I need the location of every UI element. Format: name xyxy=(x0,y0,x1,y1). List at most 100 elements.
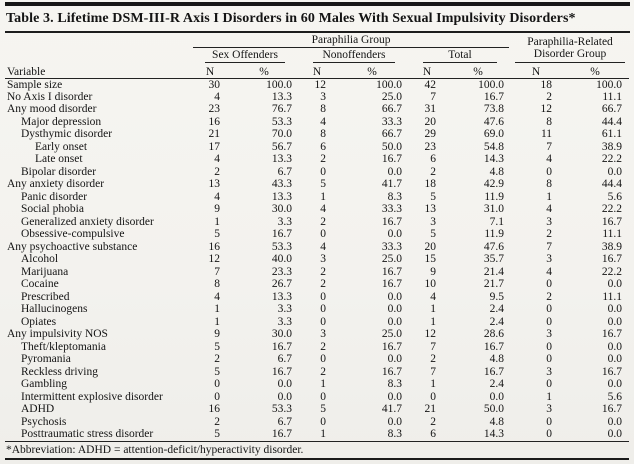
n-cell: 17 xyxy=(208,140,221,153)
n-cell: 16 xyxy=(208,403,221,416)
pct-cell: 2.4 xyxy=(489,315,505,328)
pct-cell: 0.0 xyxy=(387,303,402,316)
table-row: Any impulsivity NOS 9 30.0 3 25.0 12 28.6 3 16.7 xyxy=(5,328,629,341)
row-label: Dysthymic disorder xyxy=(21,128,113,141)
n-cell: 3 xyxy=(546,253,553,266)
n-cell: 0 xyxy=(320,315,326,328)
pct-cell: 16.7 xyxy=(483,340,505,353)
pct-cell: 16.7 xyxy=(601,253,623,266)
n-cell: 2 xyxy=(546,228,553,241)
table-row: Panic disorder 4 13.3 1 8.3 5 11.9 1 5.6 xyxy=(5,191,629,204)
n-column-header: N xyxy=(511,63,562,79)
pct-cell: 11.1 xyxy=(602,228,623,241)
pct-column-header: % xyxy=(335,63,409,79)
n-cell: 7 xyxy=(214,265,220,278)
row-label: ADHD xyxy=(21,403,55,416)
pct-cell: 100.0 xyxy=(376,78,402,91)
pct-cell: 35.7 xyxy=(483,253,505,266)
table-row: Any psychoactive substance 16 53.3 4 33.3 20 4… xyxy=(5,241,629,254)
pct-cell: 33.3 xyxy=(381,115,402,128)
pct-cell: 76.7 xyxy=(271,103,292,116)
footnote-bar: *Abbreviation: ADHD = attention-deficit/… xyxy=(5,440,629,460)
n-cell: 2 xyxy=(320,215,326,228)
row-label: Opiates xyxy=(21,315,57,328)
pct-cell: 44.4 xyxy=(601,115,623,128)
n-cell: 0 xyxy=(430,390,436,403)
pct-cell: 16.7 xyxy=(271,365,292,378)
n-cell: 3 xyxy=(546,365,553,378)
n-cell: 1 xyxy=(430,303,436,316)
pct-column-header: % xyxy=(561,63,630,79)
pct-cell: 16.7 xyxy=(271,428,292,441)
n-cell: 0 xyxy=(546,428,553,441)
row-label: Major depression xyxy=(21,115,102,128)
pct-cell: 3.3 xyxy=(277,315,292,328)
n-cell: 1 xyxy=(320,378,326,391)
pct-cell: 33.3 xyxy=(381,240,402,253)
pct-cell: 6.7 xyxy=(277,415,292,428)
table-row: No Axis I disorder 4 13.3 3 25.0 7 16.7 2 11.1 xyxy=(5,91,629,104)
pct-cell: 4.8 xyxy=(489,353,505,366)
n-cell: 9 xyxy=(214,203,220,216)
n-cell: 18 xyxy=(540,78,553,91)
pct-cell: 9.5 xyxy=(489,290,505,303)
row-label: Marijuana xyxy=(21,265,69,278)
pct-cell: 13.3 xyxy=(271,190,292,203)
pct-cell: 0.0 xyxy=(607,303,623,316)
pct-cell: 22.2 xyxy=(601,203,623,216)
n-cell: 2 xyxy=(214,165,220,178)
pct-cell: 50.0 xyxy=(483,403,505,416)
n-cell: 2 xyxy=(430,165,436,178)
pct-cell: 66.7 xyxy=(381,128,402,141)
pct-cell: 0.0 xyxy=(387,228,402,241)
n-cell: 6 xyxy=(320,140,326,153)
row-label: Late onset xyxy=(35,153,83,166)
pct-cell: 0.0 xyxy=(607,165,623,178)
pct-cell: 5.6 xyxy=(607,190,623,203)
n-cell: 0 xyxy=(320,290,326,303)
pct-cell: 2.4 xyxy=(489,303,505,316)
n-cell: 23 xyxy=(208,103,221,116)
row-label: Hallucinogens xyxy=(21,303,88,316)
table-row: Marijuana 7 23.3 2 16.7 9 21.4 4 22.2 xyxy=(5,266,629,279)
top-border-rule xyxy=(5,2,630,6)
pct-cell: 100.0 xyxy=(596,78,623,91)
n-cell: 2 xyxy=(430,353,436,366)
pct-cell: 56.7 xyxy=(271,140,292,153)
pct-cell: 28.6 xyxy=(483,328,505,341)
pct-cell: 0.0 xyxy=(387,415,402,428)
table-row: Alcohol 12 40.0 3 25.0 15 35.7 3 16.7 xyxy=(5,253,629,266)
n-cell: 6 xyxy=(430,428,436,441)
header-spacer xyxy=(5,33,191,48)
pct-cell: 16.7 xyxy=(271,228,292,241)
pct-cell: 16.7 xyxy=(381,340,402,353)
n-cell: 13 xyxy=(424,203,437,216)
row-label: Generalized anxiety disorder xyxy=(21,215,154,228)
n-cell: 16 xyxy=(208,240,221,253)
n-cell: 21 xyxy=(424,403,437,416)
n-cell: 1 xyxy=(546,190,553,203)
row-label: Prescribed xyxy=(21,290,70,303)
n-cell: 5 xyxy=(214,365,220,378)
pct-cell: 3.3 xyxy=(277,303,292,316)
n-cell: 7 xyxy=(430,365,436,378)
n-cell: 5 xyxy=(430,228,436,241)
pct-cell: 4.8 xyxy=(489,415,505,428)
pct-column-header: % xyxy=(445,63,512,79)
n-cell: 0 xyxy=(546,278,553,291)
dsm-disorders-table: Paraphilia Group Paraphilia-Related Diso… xyxy=(5,33,630,441)
total-label: Total xyxy=(423,49,498,63)
pct-cell: 0.0 xyxy=(277,378,292,391)
pct-cell: 38.9 xyxy=(601,240,623,253)
n-cell: 0 xyxy=(546,415,553,428)
pct-cell: 8.3 xyxy=(387,428,402,441)
table-row: Hallucinogens 1 3.3 0 0.0 1 2.4 0 0.0 xyxy=(5,303,629,316)
n-cell: 0 xyxy=(320,165,326,178)
n-cell: 29 xyxy=(424,128,437,141)
n-cell: 4 xyxy=(214,153,220,166)
pct-cell: 16.7 xyxy=(601,365,623,378)
n-cell: 0 xyxy=(320,353,326,366)
header-subgroup-row: Sex Offenders Nonoffenders Total xyxy=(5,48,629,63)
table-row: Psychosis 2 6.7 0 0.0 2 4.8 0 0.0 xyxy=(5,416,629,429)
table-row: Prescribed 4 13.3 0 0.0 4 9.5 2 11.1 xyxy=(5,291,629,304)
